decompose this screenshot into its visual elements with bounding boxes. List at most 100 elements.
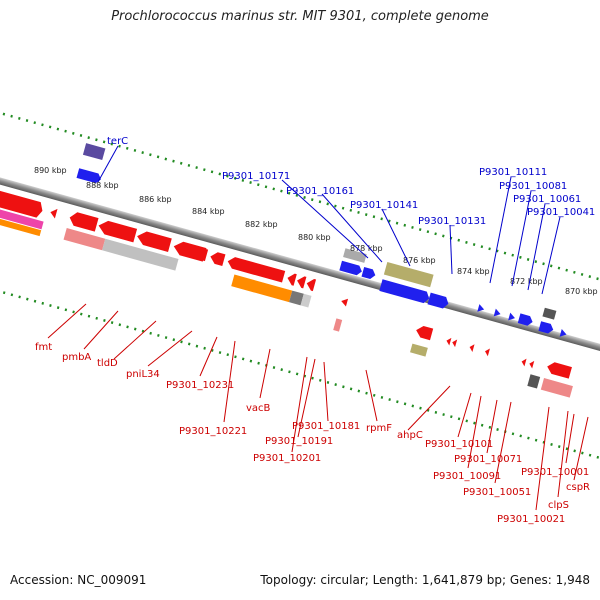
gene-label-P9301_10141: P9301_10141 [350, 200, 418, 211]
gene-box [0, 211, 42, 237]
scale-line-inner [0, 271, 600, 467]
scale-tick-label: 876 kbp [403, 256, 436, 265]
gene-box [231, 274, 293, 303]
gene-arrow [339, 260, 362, 276]
gene-box [542, 307, 557, 320]
forward-genes [76, 143, 567, 337]
gene-arrow [538, 321, 554, 334]
gene-box [102, 238, 179, 271]
gene-label-P9301_10091: P9301_10091 [433, 471, 501, 482]
gene-box [0, 202, 44, 230]
gene-arrow [137, 231, 172, 252]
gene-arrow [547, 362, 572, 379]
gene-box [289, 290, 304, 306]
gene-box [410, 343, 428, 357]
gene-arrow [477, 304, 485, 312]
gene-arrow [76, 168, 101, 184]
gene-arrow [227, 257, 286, 283]
gene-arrow [306, 279, 317, 292]
forward-leader-lines [97, 145, 561, 295]
scale-tick-label: 888 kbp [86, 181, 119, 190]
scale-ticks: 890 kbp 888 kbp 886 kbp 884 kbp 882 kbp … [34, 166, 598, 296]
gene-arrow [446, 337, 452, 346]
gene-label-P9301_10201: P9301_10201 [253, 453, 321, 464]
gene-label-P9301_10081: P9301_10081 [499, 181, 567, 192]
gene-label-P9301_10131: P9301_10131 [418, 216, 486, 227]
gene-label-clpS: clpS [548, 500, 569, 511]
genome-backbone [0, 167, 600, 367]
scale-tick-label: 880 kbp [298, 233, 331, 242]
gene-arrow [485, 348, 490, 357]
gene-label-pniL34: pniL34 [126, 369, 160, 380]
gene-arrow [529, 360, 535, 369]
scale-tick-label: 890 kbp [34, 166, 67, 175]
gene-arrow [517, 313, 533, 326]
scale-tick-label: 884 kbp [192, 207, 225, 216]
gene-arrow [50, 208, 58, 219]
gene-arrow [416, 325, 434, 341]
gene-arrow [379, 279, 430, 304]
scale-tick-label: 886 kbp [139, 195, 172, 204]
reverse-genes [0, 185, 573, 398]
gene-arrow [69, 212, 99, 232]
gene-box [82, 143, 106, 161]
gene-label-terC: terC [107, 136, 128, 147]
gene-arrow [0, 185, 43, 218]
gene-arrow [287, 273, 297, 286]
forward-labels: terC P9301_10171 P9301_10161 P9301_10141… [107, 136, 595, 227]
gene-box [333, 318, 343, 332]
gene-label-P9301_10111: P9301_10111 [479, 167, 547, 178]
gene-label-P9301_10231: P9301_10231 [166, 380, 234, 391]
scale-tick-label: 878 kbp [350, 244, 383, 253]
gene-label-P9301_10181: P9301_10181 [292, 421, 360, 432]
gene-arrow [452, 339, 458, 348]
scale-line-outer [0, 106, 600, 302]
reverse-labels: fmt pmbA tldD pniL34 P9301_10231 P9301_1… [35, 342, 590, 525]
gene-box [343, 248, 367, 263]
gene-label-P9301_10071: P9301_10071 [454, 454, 522, 465]
topology-summary: Topology: circular; Length: 1,641,879 bp… [260, 573, 590, 587]
gene-box [527, 374, 541, 389]
gene-box [540, 378, 573, 398]
page-title: Prochlorococcus marinus str. MIT 9301, c… [111, 9, 489, 24]
gene-label-P9301_10041: P9301_10041 [527, 207, 595, 218]
gene-arrow [210, 252, 226, 266]
scale-tick-label: 870 kbp [565, 287, 598, 296]
reverse-leader-lines [47, 303, 589, 511]
gene-label-P9301_10101: P9301_10101 [425, 439, 493, 450]
gene-label-tldD: tldD [97, 358, 118, 369]
scale-tick-label: 874 kbp [457, 267, 490, 276]
gene-label-P9301_10051: P9301_10051 [463, 487, 531, 498]
gene-label-P9301_10191: P9301_10191 [265, 436, 333, 447]
gene-label-vacB: vacB [246, 403, 271, 414]
gene-label-rpmF: rpmF [366, 423, 392, 434]
gene-label-cspR: cspR [566, 482, 590, 493]
gene-label-pmbA: pmbA [62, 352, 91, 363]
gene-arrow [187, 245, 209, 262]
gene-label-P9301_10001: P9301_10001 [521, 467, 589, 478]
gene-label-P9301_10161: P9301_10161 [286, 186, 354, 197]
gene-label-fmt: fmt [35, 342, 52, 353]
gene-arrow [427, 292, 449, 309]
gene-box [383, 261, 434, 288]
accession-label: Accession: NC_009091 [10, 573, 147, 587]
gene-arrow [341, 298, 349, 307]
gene-arrow [98, 220, 138, 243]
gene-arrow [559, 329, 567, 337]
gene-box [63, 228, 106, 251]
gene-arrow [361, 266, 376, 279]
gene-label-P9301_10021: P9301_10021 [497, 514, 565, 525]
gene-arrow [508, 312, 515, 321]
gene-label-P9301_10221: P9301_10221 [179, 426, 247, 437]
scale-tick-label: 882 kbp [245, 220, 278, 229]
gene-box [300, 293, 312, 308]
gene-label-P9301_10171: P9301_10171 [222, 171, 290, 182]
gene-arrow [521, 358, 527, 367]
gene-label-P9301_10061: P9301_10061 [513, 194, 581, 205]
gene-arrow [297, 276, 307, 289]
gene-label-ahpC: ahpC [397, 430, 423, 441]
scale-tick-label: 872 kbp [510, 277, 543, 286]
gene-arrow [493, 308, 501, 317]
